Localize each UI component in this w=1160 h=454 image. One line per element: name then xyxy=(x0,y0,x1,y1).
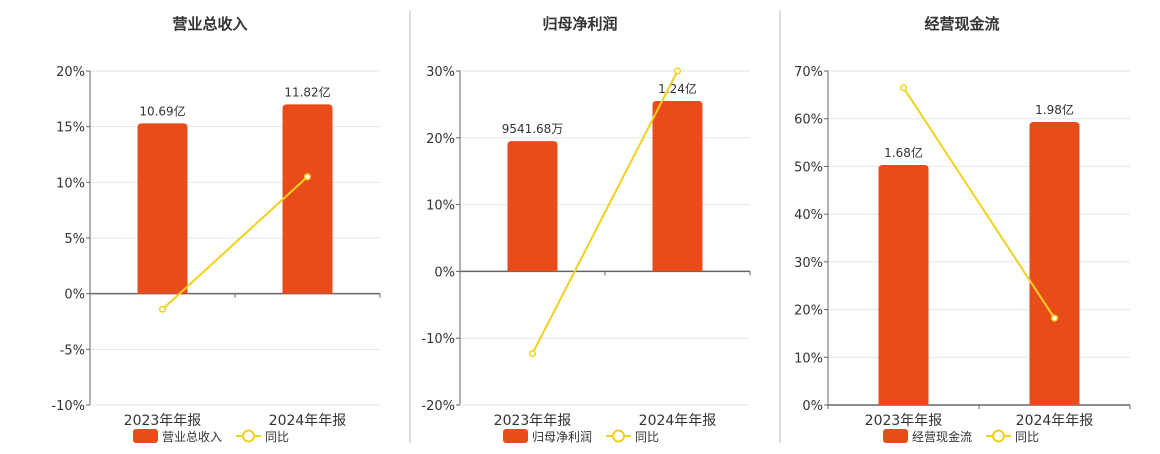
legend-line-label: 同比 xyxy=(1015,430,1039,444)
legend-line-label: 同比 xyxy=(635,430,659,444)
legend: 经营现金流 同比 xyxy=(883,429,1039,444)
y-tick-label: 15% xyxy=(56,121,85,136)
yoy-point-1 xyxy=(528,350,537,358)
y-tick-label: 10% xyxy=(426,199,455,214)
chart-panel-3: 经营现金流 70% 60% 50% 40% 30% 20% 10% 0% 1.68亿 1.98亿 20… xyxy=(794,15,1131,444)
y-tick-label: 50% xyxy=(794,160,823,175)
bar-1 xyxy=(878,164,929,405)
yoy-line xyxy=(902,87,1056,319)
bar-value-label: 1.24亿 xyxy=(658,81,697,96)
y-tick-label: 20% xyxy=(426,132,455,147)
y-tick-label: 0% xyxy=(64,288,85,303)
y-tick-label: -10% xyxy=(421,332,455,347)
y-tick-label: 0% xyxy=(434,265,455,280)
bar-1 xyxy=(137,123,188,294)
yoy-point-1 xyxy=(899,84,908,92)
legend-bar-swatch xyxy=(503,429,528,443)
chart-title: 经营现金流 xyxy=(924,15,999,33)
bar-2 xyxy=(282,104,333,294)
x-tick-label: 2023年年报 xyxy=(124,413,202,429)
legend-bar-swatch xyxy=(883,429,908,443)
legend: 营业总收入 同比 xyxy=(133,429,289,444)
legend-bar-swatch xyxy=(133,429,158,443)
bar-2 xyxy=(1029,122,1080,405)
y-tick-label: 10% xyxy=(56,176,85,191)
y-tick-label: -10% xyxy=(51,399,85,414)
x-tick-label: 2023年年报 xyxy=(865,413,943,429)
yoy-point-1 xyxy=(158,305,167,313)
chart-panel-1: 营业总收入 20% 15% 10% 5% 0% -5% -10% 10.69亿 11.82亿 202… xyxy=(51,15,381,444)
chart-panel-2: 归母净利润 30% 20% 10% 0% -10% -20% 9541.68万 1.24亿 202… xyxy=(421,15,751,444)
y-tick-label: -5% xyxy=(60,343,85,358)
bar-2 xyxy=(652,101,703,272)
legend-line-marker xyxy=(242,429,255,443)
yoy-point-2 xyxy=(1050,314,1059,322)
y-tick-label: 40% xyxy=(794,208,823,223)
bar-value-label: 10.69亿 xyxy=(139,103,185,118)
y-tick-label: 10% xyxy=(794,351,823,366)
x-tick-label: 2024年年报 xyxy=(639,413,717,429)
legend-line-marker xyxy=(612,429,625,443)
legend-bar-label: 营业总收入 xyxy=(162,430,222,444)
chart-title: 营业总收入 xyxy=(172,15,247,33)
yoy-line xyxy=(161,176,309,310)
legend-line-marker xyxy=(992,429,1005,443)
y-tick-label: 30% xyxy=(794,256,823,271)
bar-value-label: 9541.68万 xyxy=(502,122,564,136)
legend-bar-label: 归母净利润 xyxy=(532,430,592,444)
yoy-point-2 xyxy=(673,67,682,75)
yoy-line xyxy=(531,70,679,355)
x-tick-label: 2023年年报 xyxy=(494,413,572,429)
bar-1 xyxy=(507,141,558,272)
legend: 归母净利润 同比 xyxy=(503,429,659,444)
y-tick-label: 5% xyxy=(64,232,85,247)
y-tick-label: 20% xyxy=(56,65,85,80)
y-tick-label: -20% xyxy=(421,399,455,414)
y-tick-label: 70% xyxy=(794,65,823,80)
y-tick-label: 30% xyxy=(426,65,455,80)
chart-title: 归母净利润 xyxy=(542,15,617,33)
y-tick-label: 20% xyxy=(794,304,823,319)
legend-bar-label: 经营现金流 xyxy=(912,429,972,444)
yoy-point-2 xyxy=(303,173,312,181)
x-tick-label: 2024年年报 xyxy=(269,413,347,429)
bar-value-label: 1.98亿 xyxy=(1035,102,1074,117)
legend-line-label: 同比 xyxy=(265,430,289,444)
x-tick-label: 2024年年报 xyxy=(1016,413,1094,429)
bar-value-label: 1.68亿 xyxy=(884,145,923,160)
y-tick-label: 0% xyxy=(802,399,823,414)
bar-value-label: 11.82亿 xyxy=(284,84,330,99)
y-tick-label: 60% xyxy=(794,113,823,128)
